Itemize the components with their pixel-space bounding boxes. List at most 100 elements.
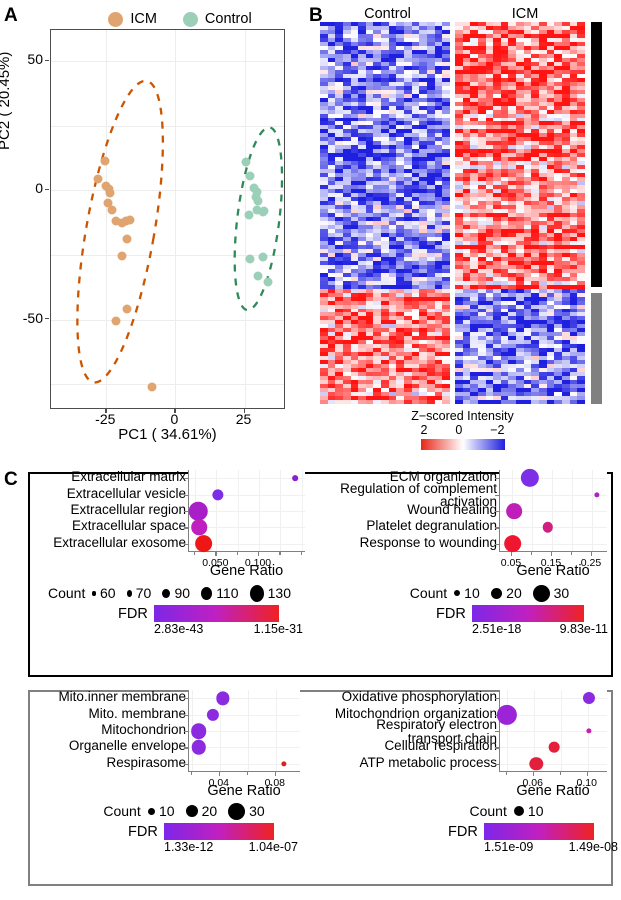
go-fdr-low-value: 1.33e-12 xyxy=(164,840,214,854)
pca-x-ticklabel: -25 xyxy=(95,411,116,427)
go-category-label: Extracellular vesicle xyxy=(66,485,186,501)
pca-x-tickmark xyxy=(174,409,176,413)
pca-point-control xyxy=(253,196,263,206)
go-bubble xyxy=(206,708,219,721)
pca-gridline-horizontal xyxy=(51,61,284,63)
go-gridline-horizontal xyxy=(189,494,305,496)
go-count-legend-dot xyxy=(147,807,155,816)
go-x-tickmark xyxy=(511,552,513,556)
go-fdr-gradient-bar xyxy=(163,823,274,840)
go-fdr-low-value: 2.51e-18 xyxy=(472,622,522,636)
go-x-tickmark xyxy=(218,772,220,776)
go-x-minor-tickmark xyxy=(531,552,533,555)
go-gridline-horizontal xyxy=(500,763,607,765)
go-category-tickmark xyxy=(184,763,189,765)
go-category-tickmark xyxy=(184,714,189,716)
panel-c-letter: C xyxy=(4,469,18,490)
go-x-ticklabel: 0.05 xyxy=(500,557,522,569)
go-count-legend-value: 20 xyxy=(506,585,522,602)
heatmap-colorbar: Z−scored Intensity 2 0 −2 xyxy=(390,409,535,450)
go-count-legend-downregulated-cc: Count 10 20 30 xyxy=(80,803,295,820)
pca-x-ticklabel: 25 xyxy=(235,411,252,427)
go-category-tickmark xyxy=(184,698,189,700)
pca-plot-area xyxy=(50,29,285,409)
go-category-tickmark xyxy=(495,543,500,545)
pca-y-tickmark xyxy=(45,188,49,191)
go-bubble xyxy=(594,491,600,498)
go-bubble xyxy=(586,728,592,734)
pca-point-icm xyxy=(107,205,117,215)
go-category-label: Cellular respiration xyxy=(384,738,497,754)
go-category-label: Extracellular region xyxy=(70,502,186,517)
pca-point-control xyxy=(263,277,273,287)
go-fdr-high-value: 9.83e-11 xyxy=(559,622,608,636)
go-gridline-horizontal xyxy=(189,543,305,545)
go-x-ticklabel: 0.050 xyxy=(202,557,229,569)
go-gridline-horizontal xyxy=(500,511,607,512)
go-gridline-horizontal xyxy=(189,698,300,700)
go-category-labels-downregulated-cc: Mito.inner membrane Mito. membrane Mitocho… xyxy=(0,690,186,776)
go-gridline-vertical xyxy=(237,470,239,551)
go-category-label: Respiratory electron transport chain xyxy=(376,717,497,746)
go-x-ticklabel: 0.08 xyxy=(264,777,286,789)
go-bubble xyxy=(212,488,224,501)
go-x-ticklabel: 0.04 xyxy=(208,777,230,789)
go-category-tickmark xyxy=(184,511,189,513)
legend-label-control: Control xyxy=(204,11,252,27)
go-gridline-vertical xyxy=(247,690,249,771)
go-fdr-legend-title: FDR xyxy=(448,823,478,840)
go-fdr-legend-upregulated-cc: FDR 2.83e-43 1.15e-31 xyxy=(118,605,303,636)
go-category-tickmark xyxy=(184,478,189,480)
go-bubble xyxy=(189,501,208,521)
go-gridline-vertical xyxy=(592,470,593,551)
go-x-minor-tickmark xyxy=(571,552,573,555)
go-x-minor-tickmark xyxy=(505,772,507,775)
pca-point-control xyxy=(259,206,269,216)
go-count-legend-value: 30 xyxy=(553,585,570,602)
go-gridline-horizontal xyxy=(189,511,305,512)
go-gridline-horizontal xyxy=(500,731,607,732)
colorbar-tick-mid: 0 xyxy=(455,423,463,438)
go-x-ticklabel: 0.10 xyxy=(576,777,597,789)
legend-label-icm: ICM xyxy=(130,11,157,27)
legend-item-icm: ICM xyxy=(108,11,157,27)
go-category-labels-upregulated-bp: ECM organization Regulation of complement… xyxy=(0,470,497,556)
go-fdr-low-value: 1.51e-09 xyxy=(484,840,534,854)
go-count-legend-dot xyxy=(92,591,97,596)
go-dotplot-upregulated-cc xyxy=(184,470,305,553)
heatmap-grid xyxy=(320,22,585,404)
go-category-tickmark xyxy=(495,763,500,765)
pca-point-icm xyxy=(105,188,115,198)
go-fdr-gradient-bar xyxy=(153,605,279,622)
go-count-legend-dot xyxy=(454,590,461,597)
go-fdr-legend-downregulated-cc: FDR 1.33e-12 1.04e-07 xyxy=(128,823,298,854)
pca-gridline-vertical xyxy=(244,30,246,408)
go-x-axis-title: Gene Ratio xyxy=(516,783,590,799)
panel-b-letter: B xyxy=(309,5,323,26)
go-x-minor-tickmark xyxy=(190,772,192,775)
go-category-labels-upregulated-cc: Extracellular matrix Extracellular vesicl… xyxy=(0,470,186,556)
go-category-label: Respirasome xyxy=(106,754,186,770)
go-bubble xyxy=(520,469,540,488)
pca-gridline-vertical xyxy=(106,30,108,408)
pca-point-icm xyxy=(125,215,135,225)
panel-a-letter: A xyxy=(4,5,18,26)
go-bubble xyxy=(583,692,596,705)
go-gridline-horizontal xyxy=(500,698,607,700)
pca-point-control xyxy=(252,205,262,215)
colorbar-tick-high: 2 xyxy=(420,423,428,438)
go-count-legend-downregulated-bp: Count 10 xyxy=(420,803,600,819)
pca-gridline-horizontal xyxy=(51,319,284,321)
go-count-legend-value: 10 xyxy=(527,803,544,819)
pca-gridline-horizontal xyxy=(51,190,284,192)
go-category-label: ATP metabolic process xyxy=(359,754,497,770)
go-count-legend-value: 60 xyxy=(100,585,116,602)
go-count-legend-value: 30 xyxy=(249,803,265,820)
go-gridline-horizontal xyxy=(500,527,607,529)
go-category-tickmark xyxy=(495,494,500,496)
pca-legend: ICM Control xyxy=(60,8,300,30)
go-x-tickmark xyxy=(532,772,534,776)
go-dotplot-downregulated-cc xyxy=(184,690,300,772)
go-gridline-vertical xyxy=(532,470,533,551)
go-count-legend-title: Count xyxy=(103,803,141,820)
